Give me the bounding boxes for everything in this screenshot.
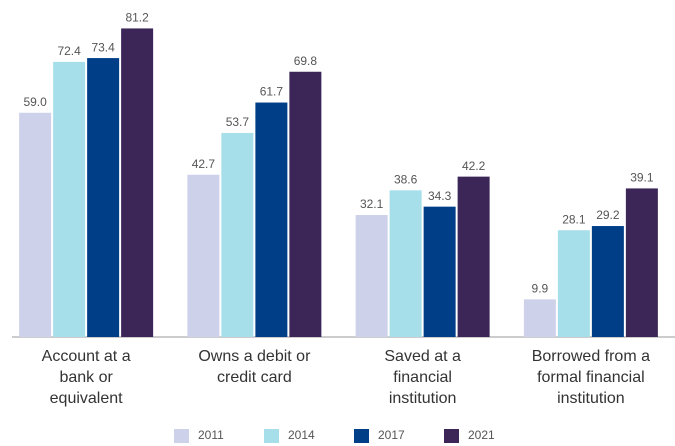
value-label: 72.4 [57,44,81,58]
bar [625,188,658,337]
value-label: 39.1 [630,171,654,185]
bar [591,226,624,337]
bar [289,71,322,337]
bar [255,102,288,337]
legend-swatch [354,429,369,443]
x-tick-label: Borrowed from a formal financial institu… [531,348,650,407]
legend-label: 2017 [378,428,405,442]
value-label: 73.4 [91,40,115,54]
legend-swatch [264,429,279,443]
bar [87,58,120,338]
value-label: 42.7 [192,157,216,171]
value-label: 34.3 [428,189,452,203]
bar [557,230,590,337]
bar [187,174,220,337]
value-label: 42.2 [462,159,486,173]
bar [389,190,422,337]
bar [355,215,388,337]
x-tick-label: Owns a debit or credit card [198,348,311,386]
value-label: 28.1 [562,212,586,226]
bar [523,299,556,337]
value-label: 32.1 [360,197,384,211]
bar [53,61,86,337]
bar [121,28,154,337]
legend-swatch [444,429,459,443]
value-label: 29.2 [596,208,620,222]
value-label: 38.6 [394,172,418,186]
x-tick-label: Saved at a financial institution [384,348,461,407]
legend-label: 2021 [468,428,495,442]
value-label: 9.9 [532,282,549,296]
legend-label: 2014 [288,428,315,442]
value-label: 59.0 [23,95,47,109]
bar [423,206,456,337]
x-tick-label: Account at a bank or equivalent [41,348,131,407]
value-label: 69.8 [294,54,318,68]
bar [457,176,490,337]
value-label: 53.7 [226,115,250,129]
bar [19,112,52,337]
value-label: 81.2 [125,11,149,25]
legend-label: 2011 [198,428,224,442]
legend-swatch [174,429,189,443]
value-label: 61.7 [260,85,284,99]
bar [221,132,254,337]
